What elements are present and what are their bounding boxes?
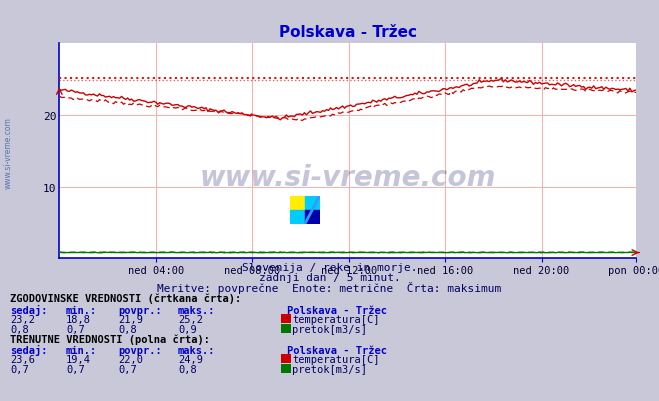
Text: povpr.:: povpr.: xyxy=(119,345,162,355)
Text: 0,7: 0,7 xyxy=(119,364,137,374)
Text: 0,7: 0,7 xyxy=(66,364,84,374)
Bar xyxy=(304,211,320,225)
Text: Polskava - Tržec: Polskava - Tržec xyxy=(287,305,387,315)
Text: 24,9: 24,9 xyxy=(178,354,203,365)
Text: min.:: min.: xyxy=(66,305,97,315)
Text: min.:: min.: xyxy=(66,345,97,355)
Text: Slovenija / reke in morje.: Slovenija / reke in morje. xyxy=(242,263,417,273)
Text: 19,4: 19,4 xyxy=(66,354,91,365)
Text: www.si-vreme.com: www.si-vreme.com xyxy=(3,117,13,188)
Bar xyxy=(290,196,304,211)
Text: 0,8: 0,8 xyxy=(10,324,28,334)
Text: maks.:: maks.: xyxy=(178,305,215,315)
Bar xyxy=(290,211,304,225)
Text: TRENUTNE VREDNOSTI (polna črta):: TRENUTNE VREDNOSTI (polna črta): xyxy=(10,333,210,344)
Text: 18,8: 18,8 xyxy=(66,314,91,324)
Text: 0,7: 0,7 xyxy=(66,324,84,334)
Title: Polskava - Tržec: Polskava - Tržec xyxy=(279,25,416,40)
Text: 0,7: 0,7 xyxy=(10,364,28,374)
Text: 23,2: 23,2 xyxy=(10,314,35,324)
Text: 22,0: 22,0 xyxy=(119,354,144,365)
Text: pretok[m3/s]: pretok[m3/s] xyxy=(292,364,367,374)
Text: 0,8: 0,8 xyxy=(178,364,196,374)
Text: sedaj:: sedaj: xyxy=(10,304,47,315)
Text: sedaj:: sedaj: xyxy=(10,344,47,355)
Text: Polskava - Tržec: Polskava - Tržec xyxy=(287,345,387,355)
Text: 0,8: 0,8 xyxy=(119,324,137,334)
Text: Meritve: povprečne  Enote: metrične  Črta: maksimum: Meritve: povprečne Enote: metrične Črta:… xyxy=(158,281,501,293)
Text: temperatura[C]: temperatura[C] xyxy=(292,314,380,324)
Text: 25,2: 25,2 xyxy=(178,314,203,324)
Text: temperatura[C]: temperatura[C] xyxy=(292,354,380,365)
Text: ZGODOVINSKE VREDNOSTI (črtkana črta):: ZGODOVINSKE VREDNOSTI (črtkana črta): xyxy=(10,293,241,304)
Text: 23,6: 23,6 xyxy=(10,354,35,365)
Text: 21,9: 21,9 xyxy=(119,314,144,324)
Text: povpr.:: povpr.: xyxy=(119,305,162,315)
Bar xyxy=(304,196,320,211)
Text: zadnji dan / 5 minut.: zadnji dan / 5 minut. xyxy=(258,273,401,283)
Text: pretok[m3/s]: pretok[m3/s] xyxy=(292,324,367,334)
Text: maks.:: maks.: xyxy=(178,345,215,355)
Text: www.si-vreme.com: www.si-vreme.com xyxy=(200,163,496,191)
Text: 0,9: 0,9 xyxy=(178,324,196,334)
